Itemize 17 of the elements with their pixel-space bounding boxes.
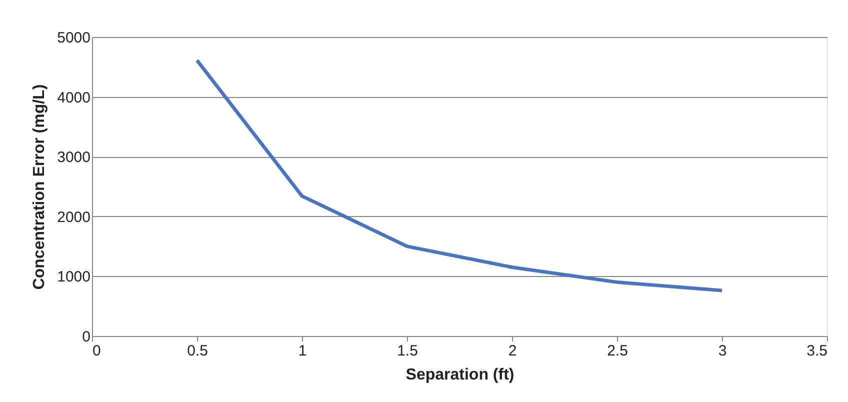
x-tick-label: 2.5 bbox=[607, 342, 628, 360]
x-tick-label: 2 bbox=[508, 342, 517, 360]
y-tick-label: 0 bbox=[82, 328, 90, 346]
y-tick-label: 1000 bbox=[57, 268, 90, 286]
x-tick-label: 1 bbox=[298, 342, 307, 360]
x-tick-label: 3 bbox=[718, 342, 727, 360]
x-tick-label: 1.5 bbox=[397, 342, 418, 360]
line-series bbox=[195, 58, 724, 292]
x-tick-label: 3.5 bbox=[806, 342, 828, 360]
y-axis-title: Concentration Error (mg/L) bbox=[31, 84, 48, 290]
y-tick-label: 5000 bbox=[57, 30, 90, 46]
y-tick-label: 3000 bbox=[57, 149, 90, 166]
x-axis-title: Separation (ft) bbox=[406, 366, 514, 384]
x-tick-label: 0 bbox=[92, 342, 101, 360]
x-tick-label: 0.5 bbox=[187, 342, 208, 360]
y-tick-label: 4000 bbox=[57, 89, 90, 106]
y-tick-label: 2000 bbox=[57, 208, 90, 226]
